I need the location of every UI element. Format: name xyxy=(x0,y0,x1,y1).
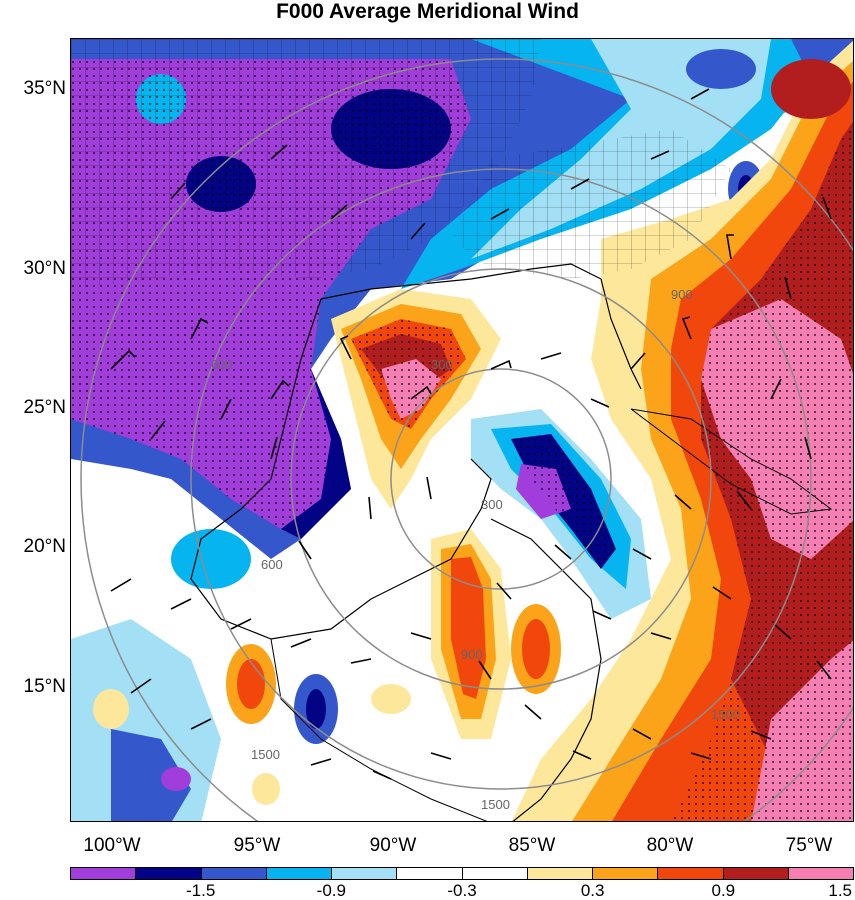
colorbar-swatch-10 xyxy=(723,868,789,879)
navy-band-west xyxy=(281,369,351,539)
map-panel[interactable]: 300 300 600 600 900 900 1500 1500 1500 xyxy=(70,38,854,822)
ring-label-300-north: 300 xyxy=(431,357,453,372)
lat-label-20n: 20°N xyxy=(23,536,66,557)
colorbar-swatch-7 xyxy=(527,868,593,879)
colorbar-swatch-8 xyxy=(593,868,659,879)
colorbar-label-neg-0-3: -0.3 xyxy=(447,881,477,900)
ring-label-600-nw: 600 xyxy=(211,357,233,372)
colorbar-swatch-11 xyxy=(788,868,853,879)
colorbar-swatch-0 xyxy=(71,868,137,879)
colorbar-label-1-5: 1.5 xyxy=(828,881,852,900)
ring-label-900: 900 xyxy=(671,287,693,302)
gulf-coastline xyxy=(320,263,642,390)
colorbar-label-0-3: 0.3 xyxy=(580,881,605,900)
colorbar-swatch-5 xyxy=(397,868,463,879)
colorbar xyxy=(70,867,854,880)
colorbar-label-neg-1-5: -1.5 xyxy=(186,881,216,900)
chart-title: F000 Average Meridional Wind xyxy=(276,0,579,23)
colorbar-swatch-4 xyxy=(332,868,398,879)
lon-label-90w: 90°W xyxy=(369,835,417,856)
colorbar-swatch-6 xyxy=(462,868,528,879)
colorbar-swatch-9 xyxy=(658,868,724,879)
lat-label-15n: 15°N xyxy=(23,676,66,697)
colorbar-swatch-3 xyxy=(266,868,332,879)
wind-barbs xyxy=(110,88,832,780)
lon-label-100w: 100°W xyxy=(83,835,141,856)
meridional-wind-map: 300 300 600 600 900 900 1500 1500 1500 xyxy=(71,39,853,821)
colorbar-swatch-1 xyxy=(136,868,202,879)
ring-label-900-south: 900 xyxy=(461,647,483,662)
lat-label-25n: 25°N xyxy=(23,397,66,418)
ring-label-300: 300 xyxy=(481,497,503,512)
colorbar-label-0-9: 0.9 xyxy=(711,881,736,900)
ring-label-1500-s: 1500 xyxy=(481,797,510,812)
lon-label-75w: 75°W xyxy=(785,835,833,856)
ring-label-600: 600 xyxy=(261,557,283,572)
colorbar-swatch-2 xyxy=(201,868,267,879)
lat-label-35n: 35°N xyxy=(23,78,66,99)
cuba-outline xyxy=(630,408,833,515)
lon-label-95w: 95°W xyxy=(233,835,281,856)
lat-label-30n: 30°N xyxy=(23,258,66,279)
mexico-coastline xyxy=(190,298,492,640)
lon-label-85w: 85°W xyxy=(508,835,556,856)
colorbar-label-neg-0-9: -0.9 xyxy=(316,881,346,900)
ring-label-1500-se: 1500 xyxy=(711,707,740,722)
range-rings xyxy=(80,58,853,821)
central-america-coastline xyxy=(490,518,602,821)
lon-label-80w: 80°W xyxy=(646,835,694,856)
ring-label-1500: 1500 xyxy=(251,747,280,762)
